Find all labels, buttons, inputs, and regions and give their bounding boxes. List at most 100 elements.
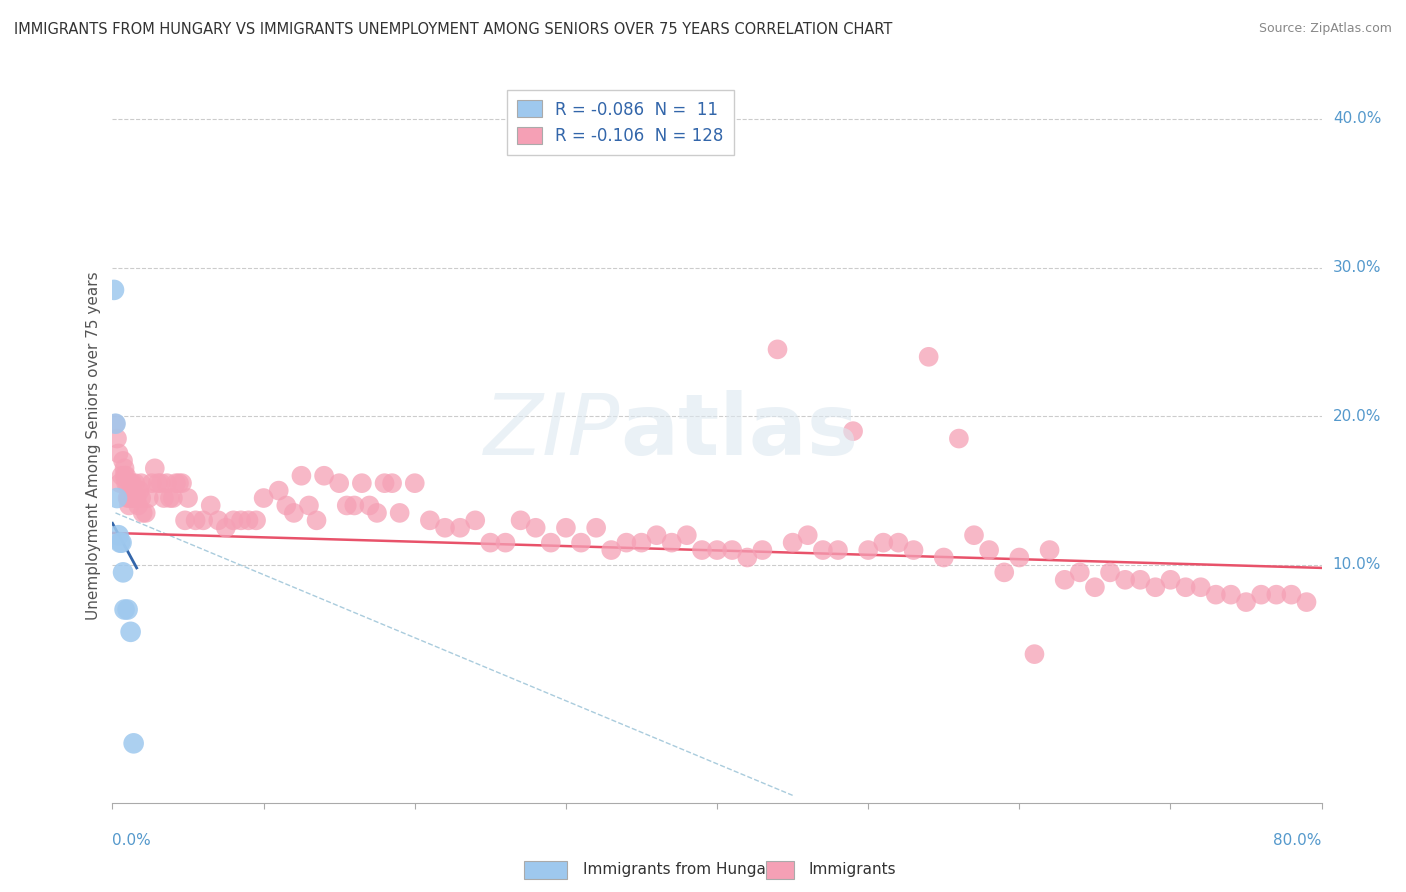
Y-axis label: Unemployment Among Seniors over 75 years: Unemployment Among Seniors over 75 years	[86, 272, 101, 620]
Point	[932, 550, 955, 565]
Point	[328, 476, 350, 491]
Point	[811, 543, 834, 558]
Text: 10.0%: 10.0%	[1333, 558, 1381, 573]
Point	[842, 424, 865, 438]
Point	[645, 528, 668, 542]
Point	[540, 535, 562, 549]
Point	[138, 491, 160, 505]
Point	[872, 535, 894, 549]
Text: ZIP: ZIP	[484, 390, 620, 474]
Point	[132, 506, 155, 520]
Point	[616, 535, 638, 549]
Point	[796, 528, 818, 542]
Point	[350, 476, 373, 491]
Text: 30.0%: 30.0%	[1333, 260, 1381, 275]
Point	[1265, 588, 1288, 602]
Point	[143, 461, 166, 475]
Point	[170, 476, 193, 491]
Point	[124, 491, 146, 505]
Point	[229, 513, 252, 527]
Point	[135, 506, 157, 520]
Point	[191, 513, 214, 527]
Point	[222, 513, 245, 527]
Text: 80.0%: 80.0%	[1274, 833, 1322, 848]
Point	[110, 468, 132, 483]
Point	[115, 476, 138, 491]
Point	[963, 528, 986, 542]
Point	[343, 499, 366, 513]
Point	[115, 468, 138, 483]
Text: IMMIGRANTS FROM HUNGARY VS IMMIGRANTS UNEMPLOYMENT AMONG SENIORS OVER 75 YEARS C: IMMIGRANTS FROM HUNGARY VS IMMIGRANTS UN…	[14, 22, 893, 37]
Legend: R = -0.086  N =  11, R = -0.106  N = 128: R = -0.086 N = 11, R = -0.106 N = 128	[508, 90, 734, 155]
Point	[120, 624, 142, 639]
Point	[112, 454, 135, 468]
Point	[105, 491, 128, 505]
Point	[114, 602, 136, 616]
Point	[706, 543, 728, 558]
Point	[449, 521, 471, 535]
Point	[1205, 588, 1227, 602]
Point	[104, 417, 127, 431]
Point	[105, 432, 128, 446]
Point	[887, 535, 910, 549]
Point	[149, 476, 172, 491]
Point	[122, 736, 145, 750]
Point	[1279, 588, 1302, 602]
Point	[1053, 573, 1076, 587]
Point	[162, 491, 184, 505]
Text: 20.0%: 20.0%	[1333, 409, 1381, 424]
Point	[1159, 573, 1181, 587]
Point	[174, 513, 197, 527]
Point	[103, 283, 125, 297]
Point	[117, 602, 139, 616]
Point	[1038, 543, 1062, 558]
Point	[156, 476, 179, 491]
Point	[661, 535, 683, 549]
Point	[766, 343, 789, 357]
Point	[1295, 595, 1317, 609]
Point	[167, 476, 190, 491]
Point	[366, 506, 388, 520]
Point	[124, 476, 146, 491]
Point	[107, 528, 129, 542]
Point	[737, 550, 759, 565]
Point	[305, 513, 328, 527]
Point	[419, 513, 441, 527]
Text: 40.0%: 40.0%	[1333, 112, 1381, 127]
Point	[721, 543, 744, 558]
Point	[129, 491, 152, 505]
Point	[433, 521, 456, 535]
Point	[238, 513, 260, 527]
Point	[1114, 573, 1136, 587]
Point	[153, 491, 176, 505]
Point	[1220, 588, 1243, 602]
Point	[112, 566, 135, 580]
Point	[1008, 550, 1031, 565]
Point	[177, 491, 200, 505]
Point	[1024, 647, 1046, 661]
Point	[245, 513, 267, 527]
Point	[215, 521, 238, 535]
Point	[495, 535, 517, 549]
Point	[404, 476, 426, 491]
Point	[509, 513, 531, 527]
Point	[479, 535, 502, 549]
Point	[114, 461, 136, 475]
Point	[118, 491, 141, 505]
Text: Immigrants from Hungary: Immigrants from Hungary	[583, 863, 782, 877]
Point	[381, 476, 404, 491]
Point	[977, 543, 1000, 558]
Point	[751, 543, 773, 558]
Point	[918, 350, 941, 364]
Point	[207, 513, 229, 527]
Point	[314, 468, 336, 483]
Point	[1174, 580, 1197, 594]
Point	[110, 535, 132, 549]
Point	[120, 476, 142, 491]
Point	[1144, 580, 1167, 594]
Point	[127, 499, 149, 513]
Point	[1098, 566, 1121, 580]
Point	[129, 476, 152, 491]
Point	[146, 476, 169, 491]
Point	[630, 535, 652, 549]
